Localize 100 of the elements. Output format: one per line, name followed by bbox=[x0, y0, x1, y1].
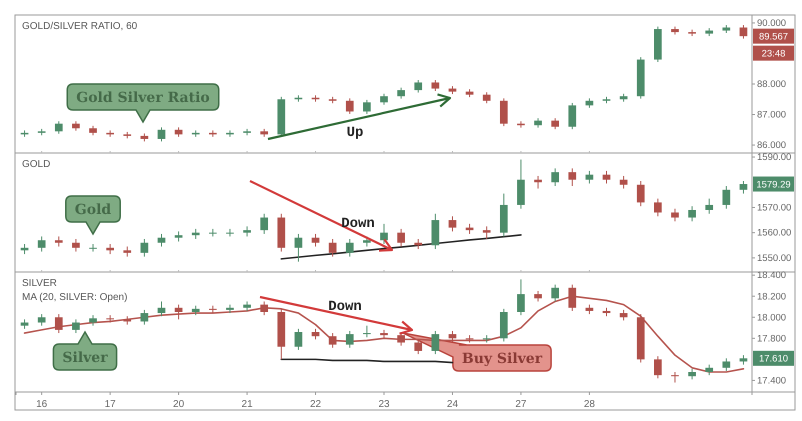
candlestick bbox=[158, 300, 166, 317]
text: 89.567 bbox=[758, 31, 788, 42]
candlestick bbox=[551, 118, 560, 130]
candlestick bbox=[688, 206, 696, 222]
y-tick-label: 87.000 bbox=[757, 110, 786, 121]
candlestick bbox=[158, 126, 166, 142]
candlestick bbox=[740, 354, 748, 366]
candlestick bbox=[294, 328, 302, 350]
candlestick bbox=[620, 175, 628, 190]
annotation: Down bbox=[341, 216, 375, 232]
candlestick bbox=[705, 364, 714, 376]
candlestick bbox=[602, 170, 610, 184]
candlestick bbox=[123, 246, 132, 258]
candlestick bbox=[432, 80, 440, 92]
candlestick bbox=[722, 358, 730, 372]
candlestick bbox=[740, 24, 748, 40]
x-tick-label: 28 bbox=[584, 399, 596, 410]
y-tick-label: 1550.00 bbox=[757, 252, 792, 264]
candlestick bbox=[192, 228, 200, 240]
candlestick bbox=[397, 87, 405, 100]
text: MA (20, SILVER: Open) bbox=[22, 292, 128, 303]
candlestick bbox=[346, 330, 354, 348]
candlestick bbox=[72, 318, 80, 334]
candlestick bbox=[517, 278, 525, 316]
candlestick bbox=[551, 284, 560, 302]
y-tick-label: 88.000 bbox=[757, 79, 786, 90]
candlestick bbox=[586, 170, 594, 184]
candlestick bbox=[106, 314, 114, 324]
x-tick-label: 24 bbox=[446, 399, 458, 410]
x-tick-label: 27 bbox=[515, 399, 527, 410]
candlestick bbox=[414, 338, 422, 355]
x-tick-label: 16 bbox=[36, 399, 48, 410]
candlestick bbox=[500, 98, 508, 127]
candlestick bbox=[20, 244, 28, 255]
candlestick bbox=[54, 120, 63, 134]
text: GOLD bbox=[22, 159, 50, 170]
candlestick bbox=[534, 290, 542, 302]
candlestick bbox=[482, 334, 491, 344]
text: 17.610 bbox=[758, 354, 788, 365]
text: SILVER bbox=[22, 278, 57, 289]
candlestick bbox=[174, 304, 182, 320]
candlestick bbox=[260, 213, 268, 234]
candlestick bbox=[620, 309, 628, 321]
x-tick-label: 22 bbox=[310, 399, 322, 410]
candlestick bbox=[432, 330, 440, 355]
y-tick-label: 18.400 bbox=[757, 270, 786, 282]
annotation: Silver bbox=[62, 350, 108, 366]
candlestick bbox=[568, 102, 576, 130]
annotation: Buy Silver bbox=[462, 350, 543, 367]
candlestick bbox=[38, 314, 46, 326]
y-tick-label: 1560.00 bbox=[757, 228, 792, 239]
candlestick bbox=[448, 216, 456, 232]
candlestick bbox=[312, 328, 320, 340]
candlestick bbox=[654, 356, 662, 379]
candlestick bbox=[140, 309, 148, 326]
candlestick bbox=[568, 168, 576, 187]
candlestick bbox=[482, 226, 491, 240]
candlestick bbox=[174, 126, 182, 138]
annotation: Up bbox=[346, 124, 364, 141]
candlestick bbox=[671, 208, 679, 222]
candlestick bbox=[397, 228, 405, 248]
candlestick bbox=[346, 98, 354, 114]
candlestick bbox=[158, 233, 166, 248]
candlestick bbox=[89, 314, 97, 326]
candlestick bbox=[671, 372, 679, 384]
y-tick-label: 1570.00 bbox=[757, 202, 792, 214]
y-tick-label: 17.400 bbox=[757, 375, 786, 386]
candlestick bbox=[586, 304, 594, 315]
annotation: Down bbox=[328, 298, 362, 315]
candlestick bbox=[72, 120, 80, 132]
annotation: Gold Silver Ratio bbox=[76, 90, 210, 106]
candlestick bbox=[20, 318, 28, 330]
candlestick bbox=[140, 238, 148, 258]
candlestick bbox=[722, 186, 730, 210]
candlestick bbox=[54, 236, 63, 248]
text: 1579.29 bbox=[756, 179, 791, 190]
x-tick-label: 23 bbox=[378, 399, 390, 410]
y-tick-label: 17.800 bbox=[757, 333, 786, 344]
y-tick-label: 18.200 bbox=[757, 291, 786, 302]
text: 23:48 bbox=[762, 48, 786, 60]
candlestick bbox=[208, 305, 217, 314]
candlestick bbox=[363, 99, 371, 114]
candlestick bbox=[414, 80, 422, 94]
candlestick bbox=[328, 332, 336, 348]
candlestick bbox=[414, 238, 422, 250]
y-tick-label: 1590.00 bbox=[757, 152, 792, 164]
candlestick bbox=[243, 300, 251, 312]
candlestick bbox=[38, 236, 46, 252]
candlestick bbox=[243, 226, 251, 237]
candlestick bbox=[72, 238, 80, 252]
candlestick bbox=[260, 300, 268, 316]
candlestick bbox=[740, 180, 748, 194]
x-tick-label: 21 bbox=[242, 399, 254, 410]
candlestick bbox=[363, 325, 371, 338]
candlestick bbox=[54, 314, 63, 334]
annotation: Gold bbox=[74, 202, 112, 218]
candlestick bbox=[174, 230, 182, 242]
candlestick bbox=[705, 198, 714, 214]
candlestick bbox=[346, 238, 354, 258]
candlestick bbox=[380, 93, 388, 106]
